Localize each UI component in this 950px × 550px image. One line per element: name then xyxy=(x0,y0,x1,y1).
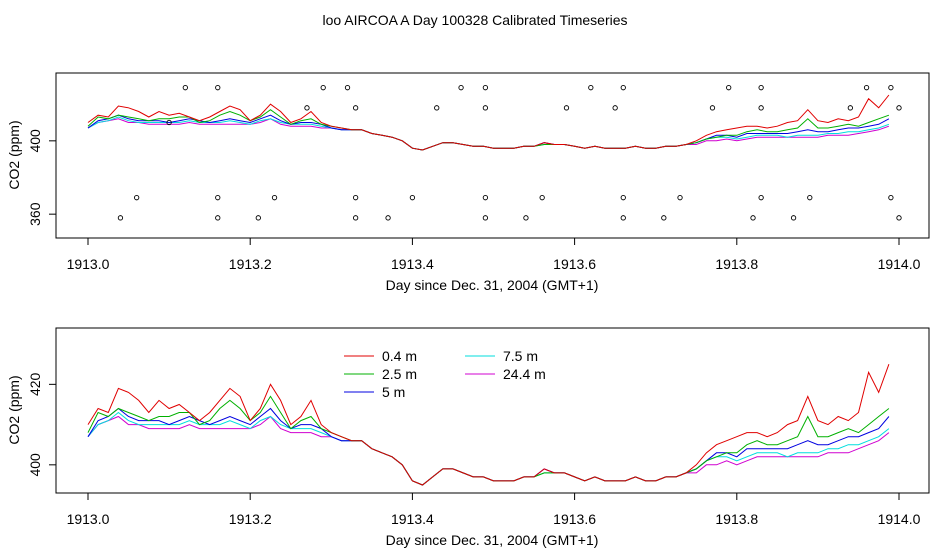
top-data-point xyxy=(215,215,221,221)
top-x-tick-label: 1914.0 xyxy=(878,256,921,272)
top-data-point xyxy=(758,195,764,201)
top-data-point xyxy=(790,215,797,221)
top-x-tick-label: 1913.4 xyxy=(391,256,434,272)
bottom-x-tick-label: 1913.2 xyxy=(229,511,272,527)
top-data-point xyxy=(620,85,626,91)
top-x-tick-label: 1913.2 xyxy=(229,256,272,272)
top-data-point xyxy=(434,105,440,111)
top-data-point xyxy=(620,195,626,201)
top-panel: 1913.0 1913.2 1913.4 1913.6 1913.8 1914.0 360… xyxy=(6,72,930,293)
top-x-tick-label: 1913.8 xyxy=(715,256,758,272)
top-y-axis: 360 400 xyxy=(27,129,56,226)
bottom-x-tick-label: 1913.0 xyxy=(67,511,110,527)
top-data-point xyxy=(117,215,124,221)
top-points xyxy=(117,85,902,221)
top-data-point xyxy=(352,215,359,221)
top-series-line-4 xyxy=(87,118,890,151)
top-data-point xyxy=(482,85,489,91)
bottom-series-line-0 xyxy=(87,364,890,486)
top-data-point xyxy=(482,105,489,111)
top-series-line-0 xyxy=(87,94,890,151)
top-series-lines xyxy=(87,94,890,151)
top-data-point xyxy=(352,105,359,111)
top-x-axis-label: Day since Dec. 31, 2004 (GMT+1) xyxy=(386,277,599,293)
top-data-point xyxy=(523,215,529,221)
top-data-point xyxy=(255,215,261,221)
bottom-y-tick-label: 420 xyxy=(27,372,43,396)
bottom-x-tick-label: 1913.6 xyxy=(553,511,596,527)
top-y-tick-label: 400 xyxy=(27,129,43,153)
legend-label-4: 24.4 m xyxy=(503,366,546,382)
bottom-panel: 1913.0 1913.2 1913.4 1913.6 1913.8 1914.0 400… xyxy=(6,327,930,548)
bottom-x-axis-label: Day since Dec. 31, 2004 (GMT+1) xyxy=(386,532,599,548)
bottom-x-tick-label: 1914.0 xyxy=(878,511,921,527)
bottom-series-line-1 xyxy=(87,395,890,486)
top-data-point xyxy=(385,215,391,221)
top-data-point xyxy=(215,85,221,91)
top-data-point xyxy=(709,105,716,111)
bottom-y-tick-label: 400 xyxy=(27,453,43,477)
top-data-point xyxy=(612,105,618,111)
top-data-point xyxy=(896,215,902,221)
top-data-point xyxy=(847,105,853,111)
figure-title: loo AIRCOA A Day 100328 Calibrated Times… xyxy=(322,12,627,28)
bottom-series-line-2 xyxy=(87,407,890,486)
top-data-point xyxy=(588,85,594,91)
top-data-point xyxy=(888,85,894,91)
bottom-series-lines xyxy=(87,364,890,486)
top-data-point xyxy=(888,195,894,201)
top-data-point xyxy=(215,195,221,201)
top-data-point xyxy=(352,195,359,201)
top-data-point xyxy=(166,119,172,126)
bottom-series-line-4 xyxy=(87,415,890,486)
bottom-x-tick-label: 1913.4 xyxy=(391,511,434,527)
top-y-axis-label: CO2 (ppm) xyxy=(6,120,22,189)
top-data-point xyxy=(863,85,870,91)
legend-label-2: 5 m xyxy=(382,384,405,400)
top-data-point xyxy=(620,215,626,221)
top-data-point xyxy=(458,85,464,91)
top-data-point xyxy=(563,105,570,111)
bottom-y-axis-label: CO2 (ppm) xyxy=(6,375,22,444)
top-data-point xyxy=(677,195,683,201)
top-data-point xyxy=(539,195,545,201)
top-data-point xyxy=(758,85,764,91)
bottom-x-axis: 1913.0 1913.2 1913.4 1913.6 1913.8 1914.0 xyxy=(67,492,921,527)
legend-label-0: 0.4 m xyxy=(382,348,417,364)
top-data-point xyxy=(758,105,764,111)
top-data-point xyxy=(482,195,489,201)
top-data-point xyxy=(409,195,416,201)
top-plot-frame xyxy=(55,72,930,239)
top-data-point xyxy=(726,85,732,91)
top-data-point xyxy=(344,85,351,91)
top-data-point xyxy=(896,105,902,111)
legend-label-3: 7.5 m xyxy=(503,348,538,364)
top-x-tick-label: 1913.6 xyxy=(553,256,596,272)
top-data-point xyxy=(182,85,188,91)
top-data-point xyxy=(807,195,813,201)
top-data-point xyxy=(482,215,489,221)
top-data-point xyxy=(134,195,140,201)
legend-label-1: 2.5 m xyxy=(382,366,417,382)
bottom-x-tick-label: 1913.8 xyxy=(715,511,758,527)
top-data-point xyxy=(320,85,326,91)
top-data-point xyxy=(271,195,278,201)
top-series-line-2 xyxy=(87,114,890,151)
bottom-y-axis: 400 420 xyxy=(27,372,56,477)
top-data-point xyxy=(304,105,310,111)
top-x-tick-label: 1913.0 xyxy=(67,256,110,272)
legend: 0.4 m 2.5 m 5 m 7.5 m 24.4 m xyxy=(344,348,546,400)
top-series-line-1 xyxy=(87,109,890,151)
top-data-point xyxy=(661,215,667,221)
top-data-point xyxy=(750,215,756,221)
top-x-axis: 1913.0 1913.2 1913.4 1913.6 1913.8 1914.0 xyxy=(67,237,921,272)
top-y-tick-label: 360 xyxy=(27,202,43,226)
